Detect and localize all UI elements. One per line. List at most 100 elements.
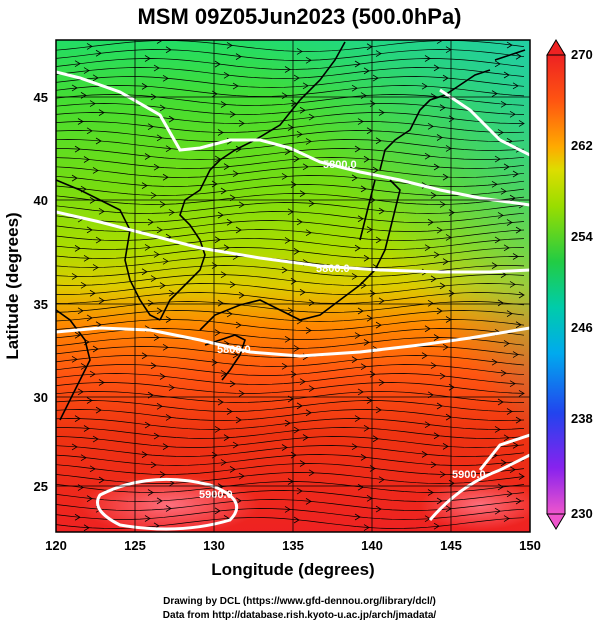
streamline-arrow [92, 74, 99, 82]
streamline-arrow [491, 358, 498, 366]
streamline [56, 346, 525, 358]
streamline-arrow [308, 385, 315, 392]
streamline-arrow [305, 409, 312, 417]
streamline-arrow [302, 163, 309, 171]
streamline [56, 319, 525, 331]
credit-data: Data from http://database.rish.kyoto-u.a… [162, 610, 437, 621]
streamline-arrow [506, 310, 513, 317]
streamline-arrow [308, 299, 315, 307]
streamline [56, 211, 525, 223]
streamline-arrow [281, 362, 288, 370]
streamline-arrow [159, 104, 166, 112]
streamline-arrow [378, 109, 385, 116]
streamline-arrow [433, 432, 440, 440]
streamline-arrow [296, 487, 303, 495]
streamline-arrow [229, 466, 236, 473]
streamline-arrow [86, 495, 93, 502]
streamline-arrow [509, 380, 516, 388]
streamline-arrow [305, 498, 312, 505]
streamline-arrow [153, 432, 160, 440]
streamline-arrow [80, 281, 87, 289]
streamline-arrow [351, 273, 358, 280]
streamline [56, 373, 525, 385]
streamline-arrow [147, 299, 154, 307]
streamline-arrow [284, 419, 291, 427]
streamline-arrow [86, 127, 93, 135]
streamline-arrow [494, 507, 501, 515]
streamline [56, 292, 525, 304]
streamline [56, 67, 525, 79]
streamline-arrow [71, 174, 78, 182]
streamline-arrow [308, 113, 315, 121]
streamline-arrow [518, 120, 525, 127]
streamline-arrow [86, 397, 93, 404]
streamline-arrow [98, 379, 105, 386]
streamline-arrow [83, 425, 90, 432]
streamline-arrow [515, 321, 522, 329]
colorbar-label: 262 [571, 138, 593, 153]
streamline [56, 445, 525, 457]
streamline-arrow [360, 92, 367, 99]
streamline-arrow [506, 490, 513, 498]
streamline [56, 94, 525, 106]
streamline-arrow [162, 74, 169, 82]
streamline-arrow [281, 444, 288, 451]
streamline-arrow [293, 74, 300, 82]
streamline-arrow [357, 388, 364, 396]
streamline-arrow [74, 513, 81, 521]
streamline-arrow [497, 129, 504, 136]
streamline [56, 247, 525, 259]
streamline-arrow [92, 264, 99, 271]
x-tick-label: 130 [203, 538, 225, 553]
streamline-arrow [375, 321, 382, 329]
streamline-arrow [83, 67, 90, 74]
height-contours [56, 70, 530, 531]
streamline-arrow [217, 299, 224, 307]
streamline-arrow [229, 281, 236, 288]
streamline-arrow [165, 316, 172, 323]
streamline-arrow [220, 271, 227, 279]
streamline [56, 490, 525, 502]
streamline-arrow [497, 483, 504, 491]
streamline-arrow [500, 369, 507, 377]
streamline-arrow [436, 402, 443, 410]
streamline-arrow [80, 454, 87, 462]
streamline-arrow [89, 465, 96, 473]
streamline-arrow [223, 434, 230, 441]
streamline [56, 481, 525, 493]
streamline [56, 229, 525, 241]
streamline-arrow [363, 254, 370, 262]
streamline-arrow [223, 163, 230, 170]
streamline-arrow [375, 236, 382, 244]
streamline-arrow [229, 380, 236, 388]
streamline [56, 499, 525, 511]
streamline-arrow [156, 226, 163, 234]
contour-label-3: 5800.0 [217, 344, 251, 356]
streamline-arrow [293, 345, 300, 352]
y-tick-label: 35 [34, 297, 48, 312]
streamline-arrow [302, 434, 309, 441]
streamline-arrow [296, 218, 303, 226]
streamline-arrow [168, 384, 175, 391]
streamline-arrow [305, 327, 312, 334]
streamline-arrow [308, 469, 315, 477]
streamline-arrow [439, 104, 446, 111]
streamline-arrow [518, 390, 525, 397]
streamline-arrow [150, 275, 157, 282]
x-tick-label: 135 [282, 538, 304, 553]
streamline-arrow [372, 74, 379, 82]
y-tick-label: 25 [34, 479, 48, 494]
streamline [56, 409, 525, 421]
streamline-arrow [162, 343, 169, 351]
streamline-arrow [217, 129, 224, 136]
streamline-arrow [162, 257, 169, 265]
streamline-arrow [360, 363, 367, 371]
contour-label-1: 5800.0 [323, 159, 357, 171]
colorbar-scale [546, 54, 566, 515]
streamline [56, 265, 525, 277]
streamline-arrow [235, 416, 242, 424]
streamline-arrow [296, 402, 303, 410]
streamline-arrow [427, 218, 434, 226]
streamline-arrow [515, 226, 522, 234]
streamline-arrow [497, 212, 504, 219]
